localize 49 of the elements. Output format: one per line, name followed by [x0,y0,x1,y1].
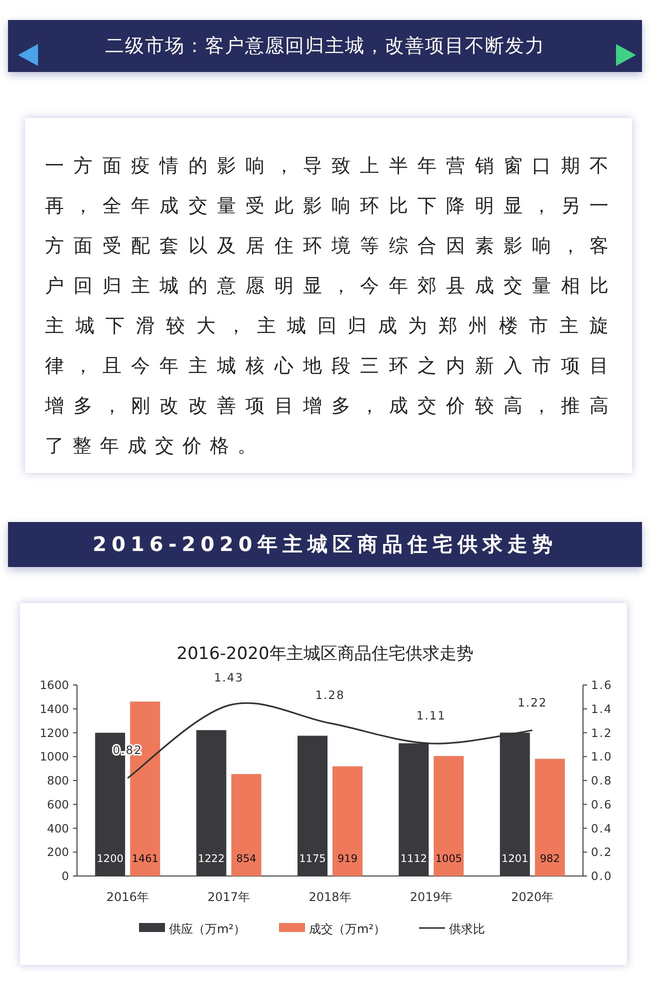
x-tick-label: 2020年 [511,890,554,904]
y-tick-label: 1600 [40,678,69,692]
data-label: 1.11 [416,708,446,722]
text: 2016-2020年主城区商品住宅供求走势 [8,522,642,567]
y-tick-label: 400 [47,821,69,836]
y-tick-label: 800 [47,774,69,788]
y-tick-label: 0 [62,869,69,883]
data-label: 1.28 [315,688,345,702]
x-tick-label: 2018年 [308,890,352,904]
y2-tick-label: 0.6 [591,797,612,812]
data-label: 0.82 [112,743,142,758]
chart-title: 2016-2020年主城区商品住宅供求走势 [176,644,474,664]
y-tick-label: 1000 [40,750,69,764]
y2-tick-label: 0.2 [591,845,612,860]
bar [434,756,464,876]
x-tick-label: 2019年 [410,890,452,904]
data-label: 1175 [299,853,326,865]
x-tick-label: 2016年 [106,890,149,904]
data-label: 1201 [502,853,528,865]
y2-tick-label: 0.8 [591,774,612,788]
y2-tick-label: 0.4 [591,821,612,836]
data-label: 1.43 [214,670,244,684]
legend-label: 供应（万m²） [169,922,246,936]
data-label: 1112 [400,853,428,865]
data-label: 1.22 [518,695,548,710]
legend-label: 供求比 [449,922,485,936]
bar [231,774,262,876]
y-tick-label: 1200 [40,726,69,740]
y-tick-label: 600 [47,797,69,812]
x-tick-label: 2017年 [208,890,250,904]
y2-tick-label: 1.2 [591,726,612,740]
data-label: 982 [540,853,560,865]
data-label: 854 [236,853,257,865]
y2-tick-label: 1.4 [591,702,612,716]
text: 二级市场：客户意愿回归主城，改善项目不断发力 [105,35,545,57]
y2-tick-label: 0.0 [591,869,612,883]
data-label: 1461 [132,853,158,865]
legend-label: 成交（万m²） [309,922,386,936]
y2-tick-label: 1.6 [591,678,612,692]
y-tick-label: 200 [47,845,69,860]
bar [332,766,362,876]
bar [534,758,565,876]
data-label: 1005 [435,853,462,865]
data-label: 919 [337,853,358,865]
data-label: 1222 [198,853,225,865]
text: 一方面疫情的影响，导致上半年营销窗口期不再，全年成交量受此影响环比下降明显，另一方面受配套以及居住环境等综合因素影响，客户回归主城的意愿明显，今年郊县成交量相比主城下滑较大，主城回归成为郑州楼市主旋律，且今年主城核心地段三环之内新入市项目增多，刚改改善项目增多，成交价较高，推高了整年成交价格。 [45,154,617,459]
data-label: 1200 [96,853,124,865]
y2-tick-label: 1.0 [591,750,612,764]
y-tick-label: 1400 [40,702,69,716]
